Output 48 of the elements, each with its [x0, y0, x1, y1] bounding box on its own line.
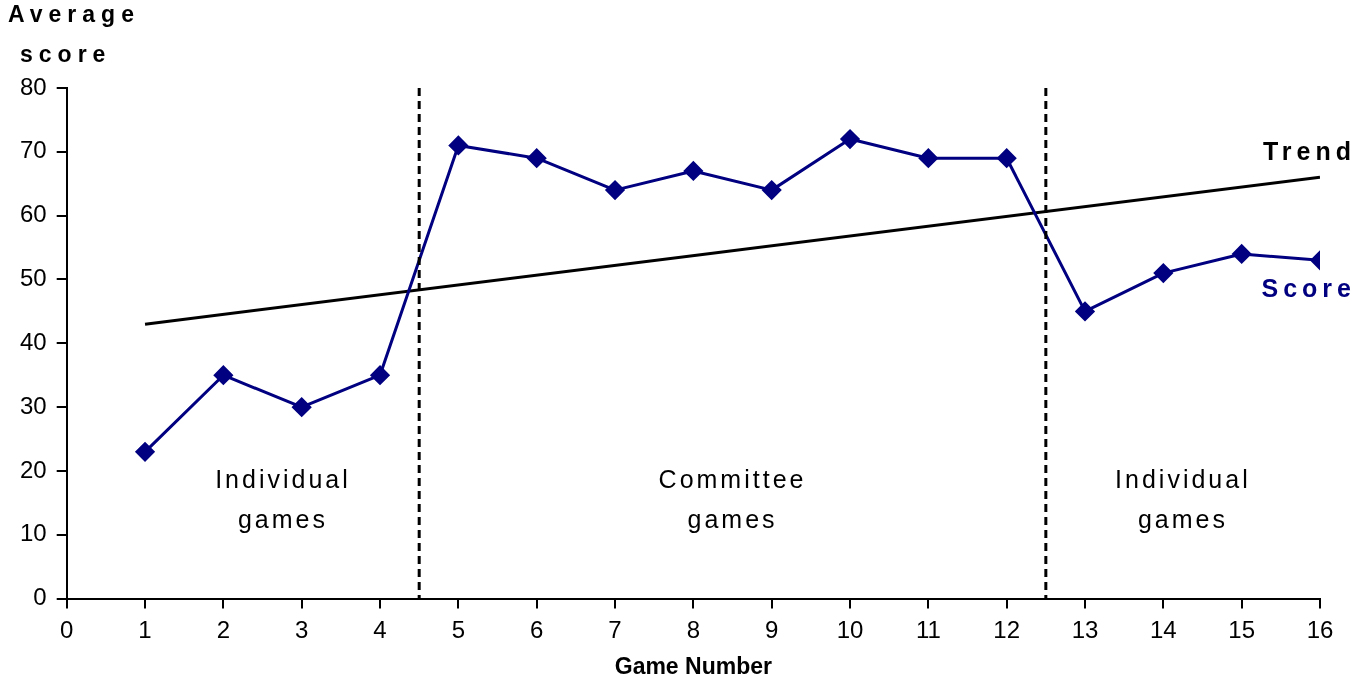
y-tick-label: 70: [19, 136, 47, 164]
x-tick-label: 4: [373, 615, 387, 643]
y-tick-label: 60: [19, 200, 47, 228]
annotation: Individual games: [1115, 465, 1251, 534]
x-tick-label: 12: [993, 615, 1021, 643]
x-tick-label: 14: [1149, 615, 1177, 643]
point: [527, 148, 547, 168]
x-tick-label: 10: [836, 615, 864, 643]
y-tick-label: 10: [19, 519, 47, 547]
point: [1075, 301, 1095, 321]
point: [292, 397, 312, 417]
y-tick-label: 50: [19, 264, 47, 292]
point: [1232, 244, 1252, 264]
x-tick-label: 8: [686, 615, 701, 643]
point: [135, 442, 155, 462]
point: [448, 135, 468, 155]
series-label: Trend: [1262, 137, 1356, 166]
point: [605, 180, 625, 200]
point: [370, 365, 390, 385]
point: [683, 161, 703, 181]
x-tick-label: 7: [608, 615, 622, 643]
x-tick-label: 3: [295, 615, 309, 643]
point: [997, 148, 1017, 168]
point: [213, 365, 233, 385]
series-label: Score: [1261, 274, 1356, 303]
x-tick-label: 13: [1071, 615, 1099, 643]
point: [840, 129, 860, 149]
y-tick-label: 0: [33, 583, 47, 611]
y-axis-title: Average score: [8, 1, 140, 68]
x-tick-label: 11: [915, 615, 941, 643]
y-tick-label: 30: [19, 391, 47, 419]
x-tick-label: 9: [765, 615, 779, 643]
x-tick-label: 5: [451, 615, 466, 643]
x-tick-label: 16: [1306, 615, 1334, 643]
x-tick-label: 6: [530, 615, 544, 643]
x-tick-label: 0: [60, 615, 74, 643]
x-axis-title: Game Number: [614, 652, 772, 679]
annotation: Individual games: [215, 465, 351, 534]
x-tick-label: 2: [216, 615, 231, 643]
point: [1153, 263, 1173, 283]
x-tick-label: 15: [1228, 615, 1256, 643]
point: [918, 148, 938, 168]
x-tick-label: 1: [138, 615, 152, 643]
y-tick-label: 40: [19, 327, 47, 355]
y-tick-label: 20: [19, 455, 47, 483]
point: [762, 180, 782, 200]
y-tick-label: 80: [19, 72, 47, 100]
annotation: Committee games: [658, 465, 807, 534]
